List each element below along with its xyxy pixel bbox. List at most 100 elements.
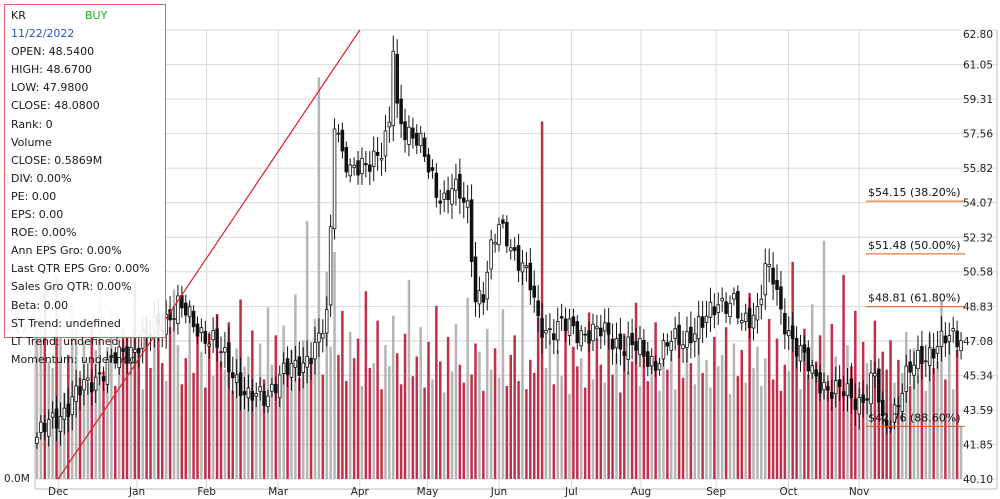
price-tick-label: 50.58 [963, 267, 993, 279]
volume-bar [290, 350, 293, 479]
volume-bar [360, 385, 364, 479]
candle-body [728, 302, 732, 318]
volume-bar [211, 376, 215, 479]
candle-body [136, 347, 141, 354]
volume-bar [865, 363, 869, 479]
candle-body [321, 333, 325, 339]
candle-body [927, 347, 932, 366]
volume-bar [552, 384, 556, 479]
candle-body [371, 150, 376, 167]
candle-body [786, 330, 791, 337]
candle-body [336, 132, 341, 135]
candle-body [610, 338, 615, 350]
candle-body [716, 304, 721, 313]
candle-body [685, 331, 689, 348]
candle-body [54, 408, 59, 429]
candle-body [289, 362, 294, 378]
volume-bar [658, 390, 661, 479]
candle-body [908, 361, 912, 373]
volume-bar [959, 426, 963, 479]
candle-body [219, 351, 223, 354]
rank-value: Rank: 0 [11, 117, 53, 131]
volume-bar [196, 332, 199, 479]
candle-body [391, 50, 396, 127]
candle-body [783, 312, 787, 335]
candle-body [579, 330, 583, 347]
volume-bar [137, 353, 141, 479]
volume-bar [701, 372, 704, 479]
candle-body [563, 318, 568, 332]
candle-body [246, 387, 251, 399]
candle-body [375, 151, 380, 156]
candle-body [845, 383, 850, 396]
volume-bar [337, 354, 340, 479]
month-tick-label: Oct [779, 486, 797, 498]
candle-body [626, 336, 630, 360]
volume-bar [341, 310, 344, 479]
volume-bar [392, 315, 395, 479]
volume-bar [920, 354, 924, 479]
candle-body [297, 356, 302, 376]
candle-body [109, 354, 114, 357]
candle-body [415, 132, 419, 146]
candlesticks [35, 35, 963, 449]
volume-bar [509, 354, 512, 479]
candle-body [591, 323, 595, 342]
volume-bar [282, 325, 285, 479]
candle-body [121, 348, 125, 352]
volume-bar [928, 333, 931, 479]
candle-body [199, 327, 204, 334]
volume-bar [791, 261, 794, 479]
candle-body [763, 263, 768, 296]
volume-bar [662, 341, 665, 479]
candle-body [818, 372, 822, 394]
volume-bar [603, 382, 606, 479]
volume-bar [681, 377, 685, 479]
candle-body [43, 422, 47, 433]
candle-body [524, 265, 529, 268]
volume-bar [619, 392, 622, 479]
candle-body [485, 271, 490, 300]
candle-body [293, 359, 298, 368]
candle-body [203, 331, 208, 344]
month-tick-label: Nov [849, 486, 870, 498]
grid [35, 29, 997, 489]
volume-bar [493, 348, 497, 479]
fib-level-label: $54.15 (38.20%) [868, 186, 961, 199]
candle-body [332, 128, 337, 230]
volume-bar [807, 374, 810, 479]
volume-bar [63, 392, 66, 479]
candle-body [70, 396, 74, 415]
volume-bar [846, 345, 849, 479]
volume-bar [278, 382, 281, 479]
candle-body [638, 338, 642, 355]
volume-bar [149, 367, 152, 479]
candle-body [305, 356, 309, 368]
volume-bar [470, 374, 473, 479]
candle-body [747, 307, 752, 329]
candle-body [779, 286, 783, 310]
candle-body [50, 412, 55, 418]
candle-body [931, 348, 936, 359]
candle-body [465, 200, 470, 208]
candle-body [622, 351, 627, 356]
ticker-symbol: KR [11, 9, 26, 22]
candle-body [313, 342, 317, 360]
candle-body [759, 298, 764, 306]
volume-bar [427, 341, 430, 479]
volume-bar [231, 390, 234, 479]
volume-bar [897, 359, 900, 479]
candle-body [575, 321, 580, 344]
month-tick-label: Jun [490, 486, 507, 498]
candle-body [567, 318, 572, 336]
volume-bar [889, 340, 892, 479]
volume-bar [254, 394, 258, 479]
volume-bar [713, 336, 716, 479]
volume-bar [94, 350, 97, 479]
volume-bar [489, 369, 493, 479]
volume-bar [133, 281, 137, 479]
candle-body [959, 340, 963, 352]
candle-body [618, 333, 623, 350]
fib-level-label: $51.48 (50.00%) [868, 239, 961, 252]
candle-body [822, 382, 826, 391]
